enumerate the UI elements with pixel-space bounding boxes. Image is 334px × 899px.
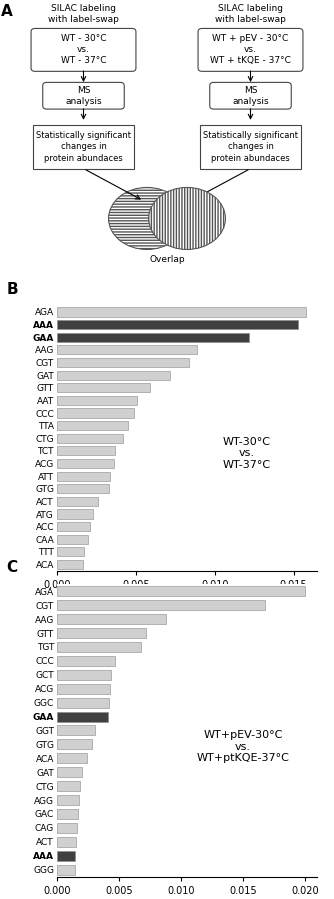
Bar — [57, 522, 90, 531]
Text: A: A — [1, 4, 13, 19]
Bar — [57, 711, 108, 722]
Bar — [57, 370, 170, 379]
Bar — [57, 472, 111, 481]
Bar — [57, 485, 109, 494]
Bar — [57, 383, 150, 392]
Bar — [57, 345, 197, 354]
FancyBboxPatch shape — [210, 83, 291, 109]
Bar — [57, 628, 146, 638]
Bar — [57, 850, 75, 860]
Bar — [57, 510, 93, 519]
Bar — [57, 725, 95, 735]
Text: Statistically significant
changes in
protein abundaces: Statistically significant changes in pro… — [36, 131, 131, 163]
Bar — [57, 586, 305, 596]
Bar — [57, 307, 306, 316]
FancyBboxPatch shape — [33, 125, 134, 169]
Bar — [57, 560, 83, 569]
Bar — [57, 670, 111, 680]
Bar — [57, 795, 79, 805]
Bar — [57, 614, 166, 624]
Bar — [57, 408, 134, 417]
Text: MS
analysis: MS analysis — [232, 85, 269, 106]
Text: Statistically significant
changes in
protein abundaces: Statistically significant changes in pro… — [203, 131, 298, 163]
Bar — [57, 421, 128, 431]
Bar — [57, 535, 89, 544]
FancyBboxPatch shape — [43, 83, 124, 109]
Text: WT+pEV-30°C
vs.
WT+ptKQE-37°C: WT+pEV-30°C vs. WT+ptKQE-37°C — [196, 730, 289, 763]
Text: Overlap: Overlap — [149, 255, 185, 264]
Bar — [57, 739, 92, 750]
Bar — [57, 446, 115, 456]
Circle shape — [149, 187, 225, 249]
Bar — [57, 837, 76, 847]
FancyBboxPatch shape — [200, 125, 301, 169]
X-axis label: variable importance (arbitrary units): variable importance (arbitrary units) — [98, 595, 277, 605]
Bar — [57, 358, 189, 367]
Bar — [57, 683, 110, 694]
FancyBboxPatch shape — [198, 29, 303, 71]
Bar — [57, 333, 249, 342]
Bar — [57, 865, 75, 875]
Text: SILAC labeling
with label-swap: SILAC labeling with label-swap — [215, 4, 286, 24]
Text: MS
analysis: MS analysis — [65, 85, 102, 106]
Bar — [57, 767, 81, 777]
Bar — [57, 433, 123, 443]
FancyBboxPatch shape — [31, 29, 136, 71]
Bar — [57, 547, 85, 556]
Text: WT + pEV - 30°C
vs.
WT + tKQE - 37°C: WT + pEV - 30°C vs. WT + tKQE - 37°C — [210, 34, 291, 66]
Bar — [57, 320, 298, 329]
Text: SILAC labeling
with label-swap: SILAC labeling with label-swap — [48, 4, 119, 24]
Text: WT - 30°C
vs.
WT - 37°C: WT - 30°C vs. WT - 37°C — [61, 34, 106, 66]
Bar — [57, 809, 78, 819]
Bar — [57, 601, 265, 610]
Bar — [57, 753, 87, 763]
Bar — [57, 781, 80, 791]
Bar — [57, 396, 137, 405]
Bar — [57, 698, 109, 708]
Bar — [57, 497, 98, 506]
Bar — [57, 656, 115, 666]
Text: B: B — [7, 281, 18, 297]
Bar — [57, 642, 141, 652]
Text: WT-30°C
vs.
WT-37°C: WT-30°C vs. WT-37°C — [222, 437, 270, 470]
Text: C: C — [7, 560, 18, 575]
Bar — [57, 459, 114, 468]
Bar — [57, 823, 77, 832]
Circle shape — [109, 187, 185, 249]
